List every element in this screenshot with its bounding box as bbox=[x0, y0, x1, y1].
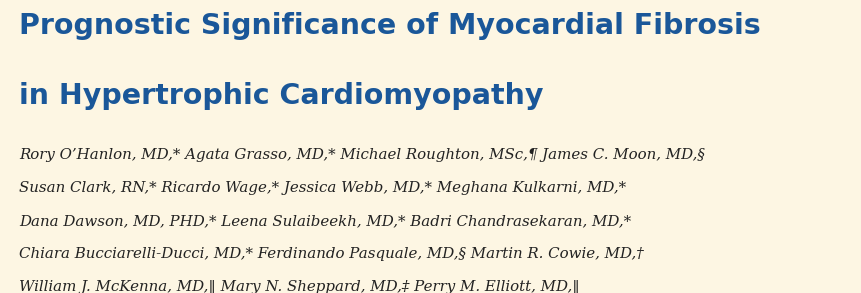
Text: Prognostic Significance of Myocardial Fibrosis: Prognostic Significance of Myocardial Fi… bbox=[19, 12, 759, 40]
Text: William J. McKenna, MD,‖ Mary N. Sheppard, MD,‡ Perry M. Elliott, MD,‖: William J. McKenna, MD,‖ Mary N. Sheppar… bbox=[19, 280, 579, 293]
Text: Susan Clark, RN,* Ricardo Wage,* Jessica Webb, MD,* Meghana Kulkarni, MD,*: Susan Clark, RN,* Ricardo Wage,* Jessica… bbox=[19, 181, 625, 195]
Text: Dana Dawson, MD, PHD,* Leena Sulaibeekh, MD,* Badri Chandrasekaran, MD,*: Dana Dawson, MD, PHD,* Leena Sulaibeekh,… bbox=[19, 214, 630, 228]
Text: Rory O’Hanlon, MD,* Agata Grasso, MD,* Michael Roughton, MSc,¶ James C. Moon, MD: Rory O’Hanlon, MD,* Agata Grasso, MD,* M… bbox=[19, 148, 704, 162]
Text: Chiara Bucciarelli-Ducci, MD,* Ferdinando Pasquale, MD,§ Martin R. Cowie, MD,†: Chiara Bucciarelli-Ducci, MD,* Ferdinand… bbox=[19, 247, 643, 261]
Text: in Hypertrophic Cardiomyopathy: in Hypertrophic Cardiomyopathy bbox=[19, 82, 542, 110]
